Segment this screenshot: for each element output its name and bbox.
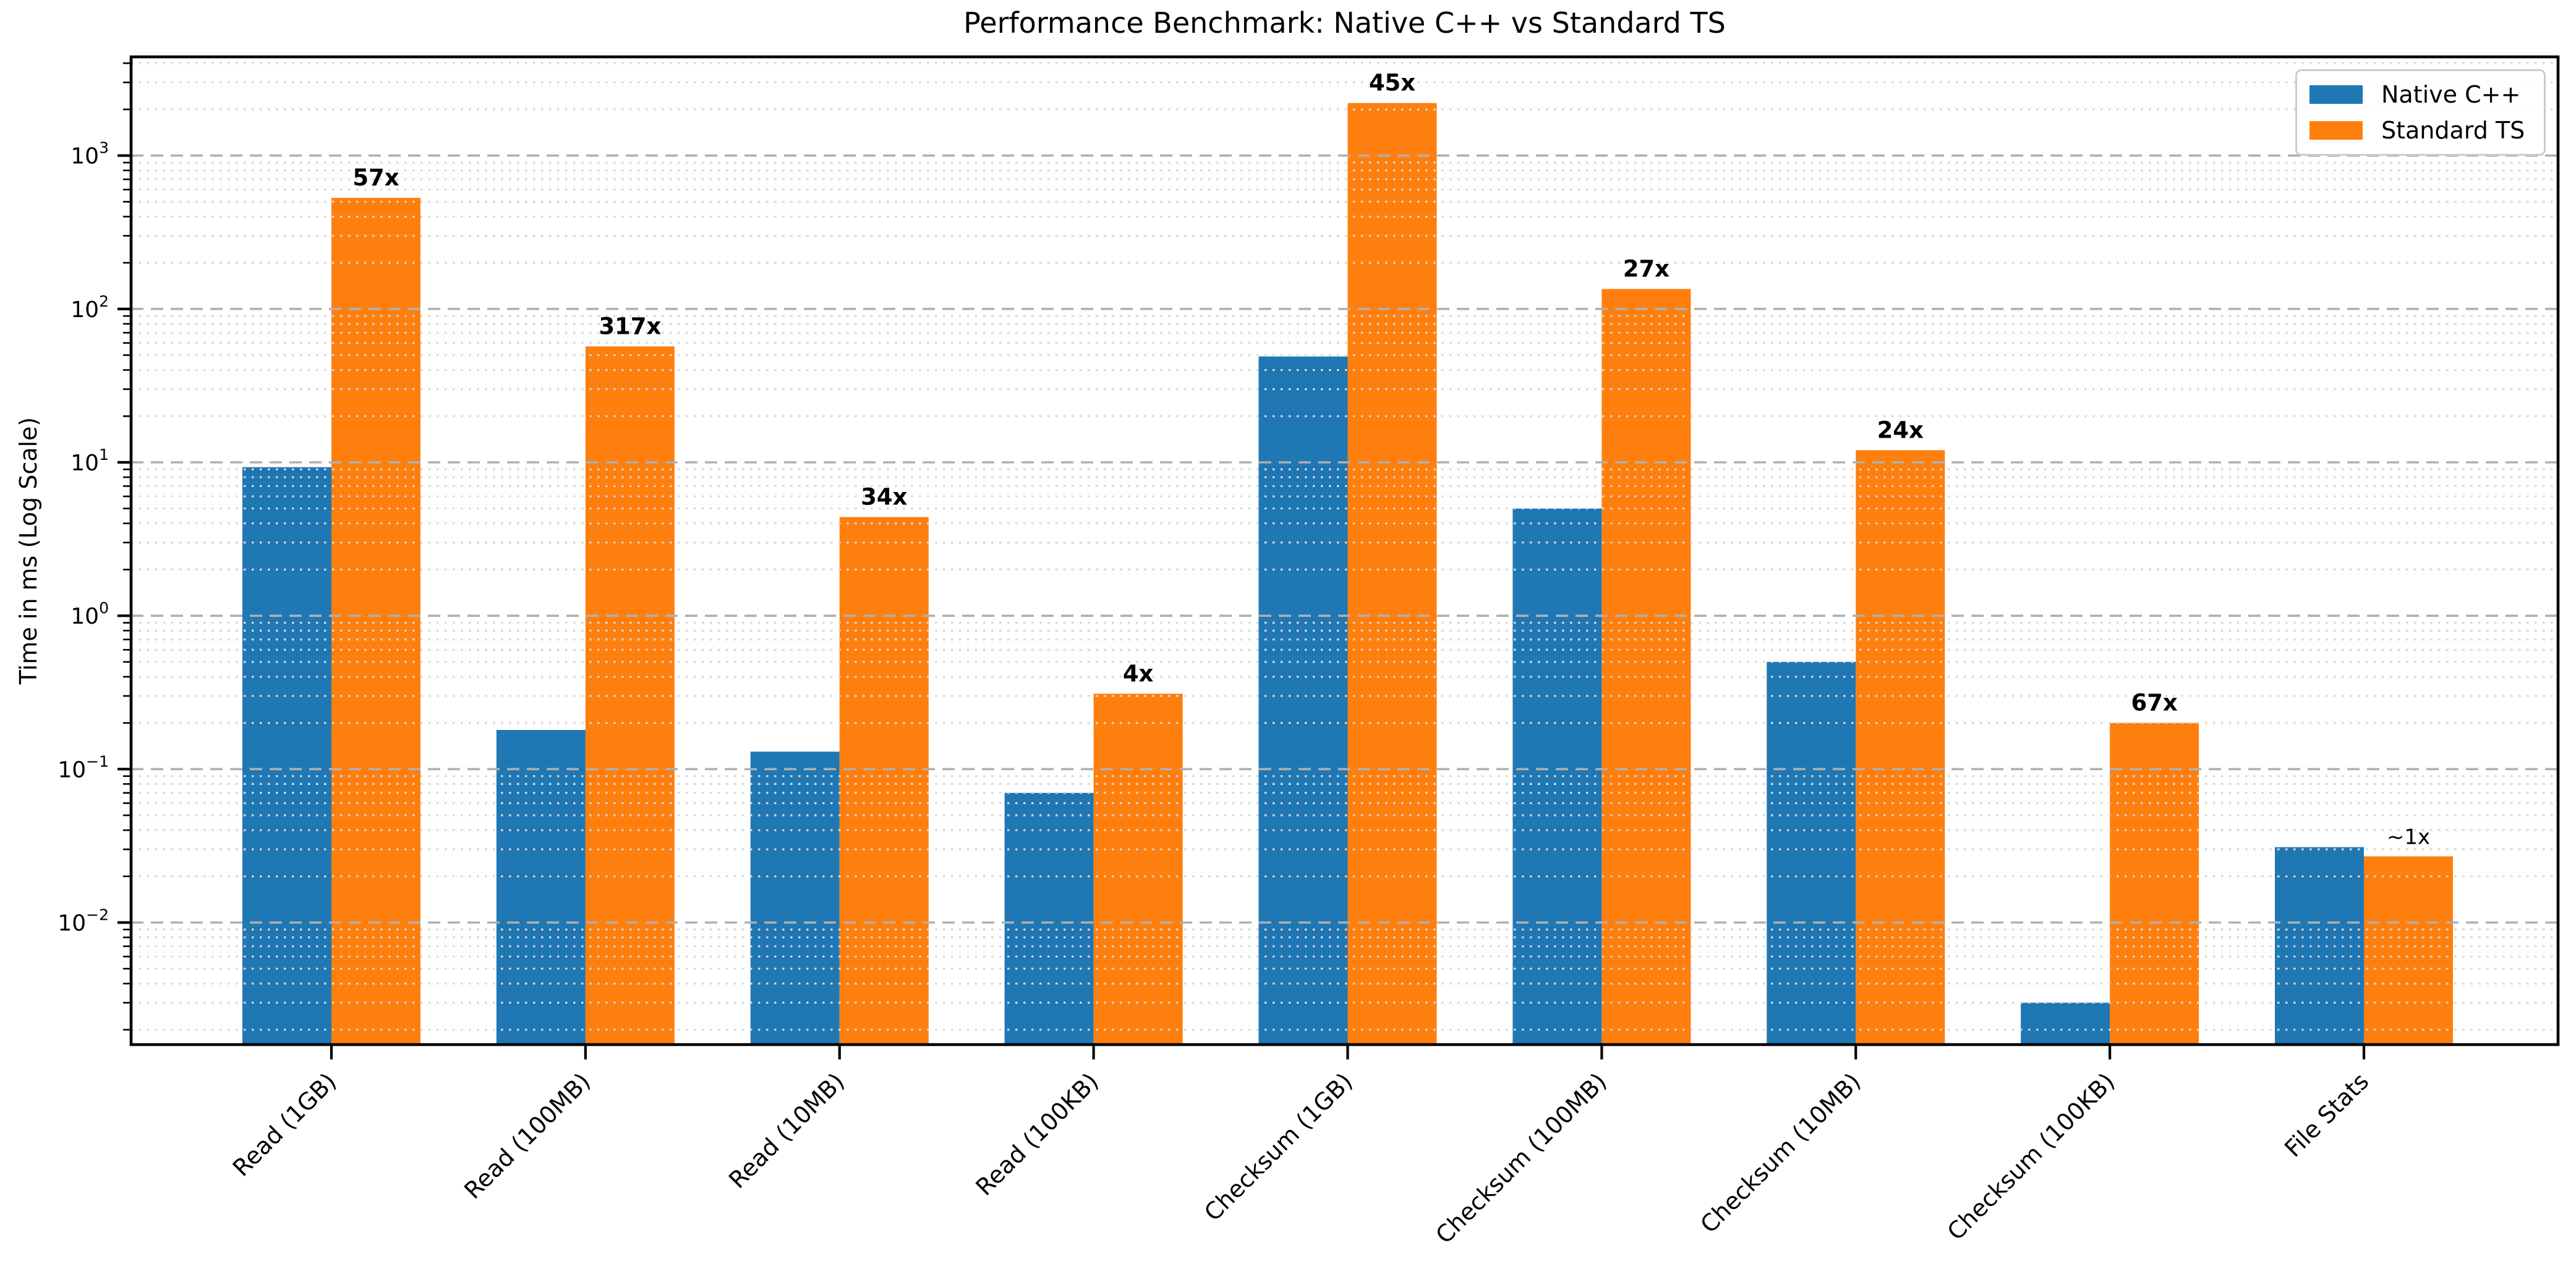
bar-standard-ts <box>839 517 929 1045</box>
bar-native-cpp <box>2021 1003 2110 1045</box>
y-tick-label: 100 <box>70 599 109 629</box>
speedup-annotation: 57x <box>352 164 399 191</box>
x-tick-label: Checksum (100MB) <box>1430 1067 1611 1249</box>
speedup-annotation: 24x <box>1877 417 1924 443</box>
y-tick-label: 10−1 <box>58 752 109 783</box>
bar-standard-ts <box>1856 450 1945 1045</box>
speedup-annotation: 45x <box>1369 70 1415 96</box>
x-tick-label: Checksum (10MB) <box>1695 1067 1866 1238</box>
speedup-annotation: 27x <box>1623 255 1670 282</box>
legend-swatch-standard-ts <box>2309 121 2363 140</box>
chart-title: Performance Benchmark: Native C++ vs Sta… <box>963 6 1726 40</box>
speedup-annotation: ~1x <box>2387 825 2430 849</box>
y-tick-label: 103 <box>70 139 109 169</box>
legend-label-native-cpp: Native C++ <box>2381 81 2521 108</box>
bar-standard-ts <box>2364 856 2453 1045</box>
bar-native-cpp <box>242 467 331 1045</box>
bar-standard-ts <box>1093 694 1183 1045</box>
legend-item-standard-ts: Standard TS <box>2309 117 2531 144</box>
x-tick-label: Read (1GB) <box>228 1067 341 1181</box>
bar-native-cpp <box>1258 356 1348 1045</box>
speedup-annotation: 317x <box>599 313 661 339</box>
legend-item-native-cpp: Native C++ <box>2309 81 2531 108</box>
x-tick-label: Read (100MB) <box>459 1067 595 1204</box>
bar-standard-ts <box>2110 723 2199 1045</box>
y-tick-label: 102 <box>70 292 109 323</box>
bar-standard-ts <box>1601 289 1691 1045</box>
x-tick-label: Read (100KB) <box>971 1067 1104 1200</box>
speedup-annotation: 4x <box>1123 660 1154 687</box>
bar-standard-ts <box>331 198 420 1045</box>
bar-native-cpp <box>750 752 840 1045</box>
legend-label-standard-ts: Standard TS <box>2381 117 2525 144</box>
bar-native-cpp <box>1767 661 1856 1045</box>
x-tick-label: File Stats <box>2279 1067 2374 1162</box>
plot-border <box>129 55 2560 1046</box>
x-tick-label: Checksum (1GB) <box>1199 1067 1358 1226</box>
bar-native-cpp <box>496 729 586 1045</box>
y-tick-label: 101 <box>70 446 109 476</box>
legend-swatch-native-cpp <box>2309 85 2363 104</box>
legend: Native C++ Standard TS <box>2295 69 2546 156</box>
bar-native-cpp <box>1512 508 1602 1045</box>
bar-standard-ts <box>1347 103 1437 1045</box>
y-tick-label: 10−2 <box>58 906 109 936</box>
x-tick-label: Checksum (100KB) <box>1942 1067 2120 1245</box>
x-tick-label: Read (10MB) <box>723 1067 850 1194</box>
speedup-annotation: 34x <box>861 483 907 510</box>
speedup-annotation: 67x <box>2131 690 2177 716</box>
